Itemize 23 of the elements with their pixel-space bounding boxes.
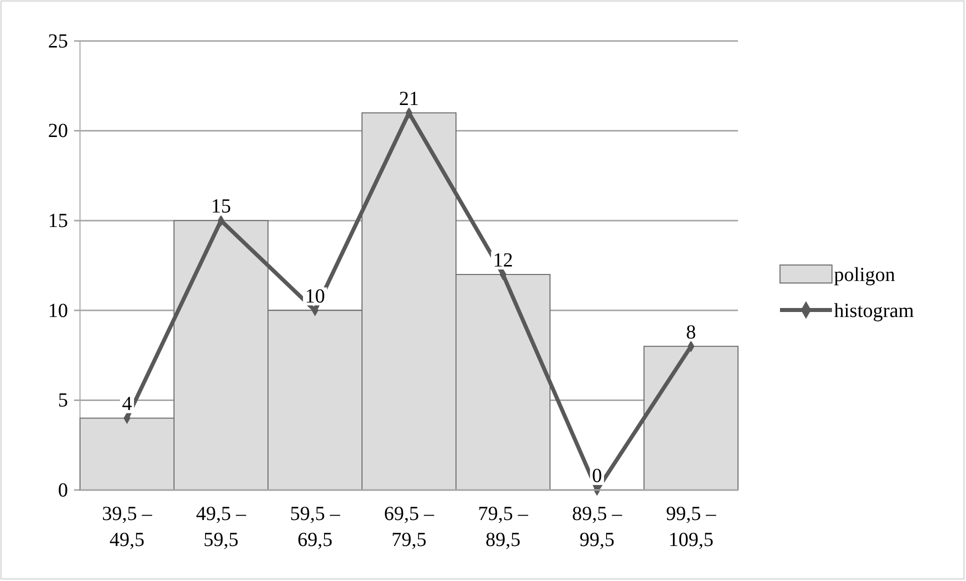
legend-label: poligon — [834, 264, 896, 286]
y-tick-label: 15 — [48, 210, 68, 232]
y-tick-label: 25 — [48, 30, 68, 52]
x-tick-label: 69,5 – 79,5 — [384, 503, 435, 551]
legend-label: histogram — [834, 300, 914, 322]
data-label: 15 — [211, 196, 231, 218]
bar — [644, 346, 738, 490]
y-tick-label: 10 — [48, 300, 68, 322]
data-label: 8 — [686, 321, 696, 344]
data-label: 21 — [399, 88, 419, 110]
y-tick-label: 0 — [58, 479, 68, 502]
data-label: 4 — [122, 393, 132, 416]
y-tick-label: 20 — [48, 120, 68, 142]
x-tick-label: 79,5 – 89,5 — [478, 503, 529, 551]
x-tick-label: 49,5 – 59,5 — [196, 503, 247, 551]
x-tick-label: 59,5 – 69,5 — [290, 503, 341, 551]
y-tick-label: 5 — [58, 390, 68, 412]
x-tick-label: 89,5 – 99,5 — [572, 503, 623, 551]
data-label: 10 — [305, 285, 325, 308]
x-tick-label: 39,5 – 49,5 — [102, 503, 153, 551]
x-tick-label: 99,5 – 109,5 — [666, 503, 717, 551]
data-label: 12 — [493, 249, 513, 272]
data-label: 0 — [592, 465, 602, 487]
